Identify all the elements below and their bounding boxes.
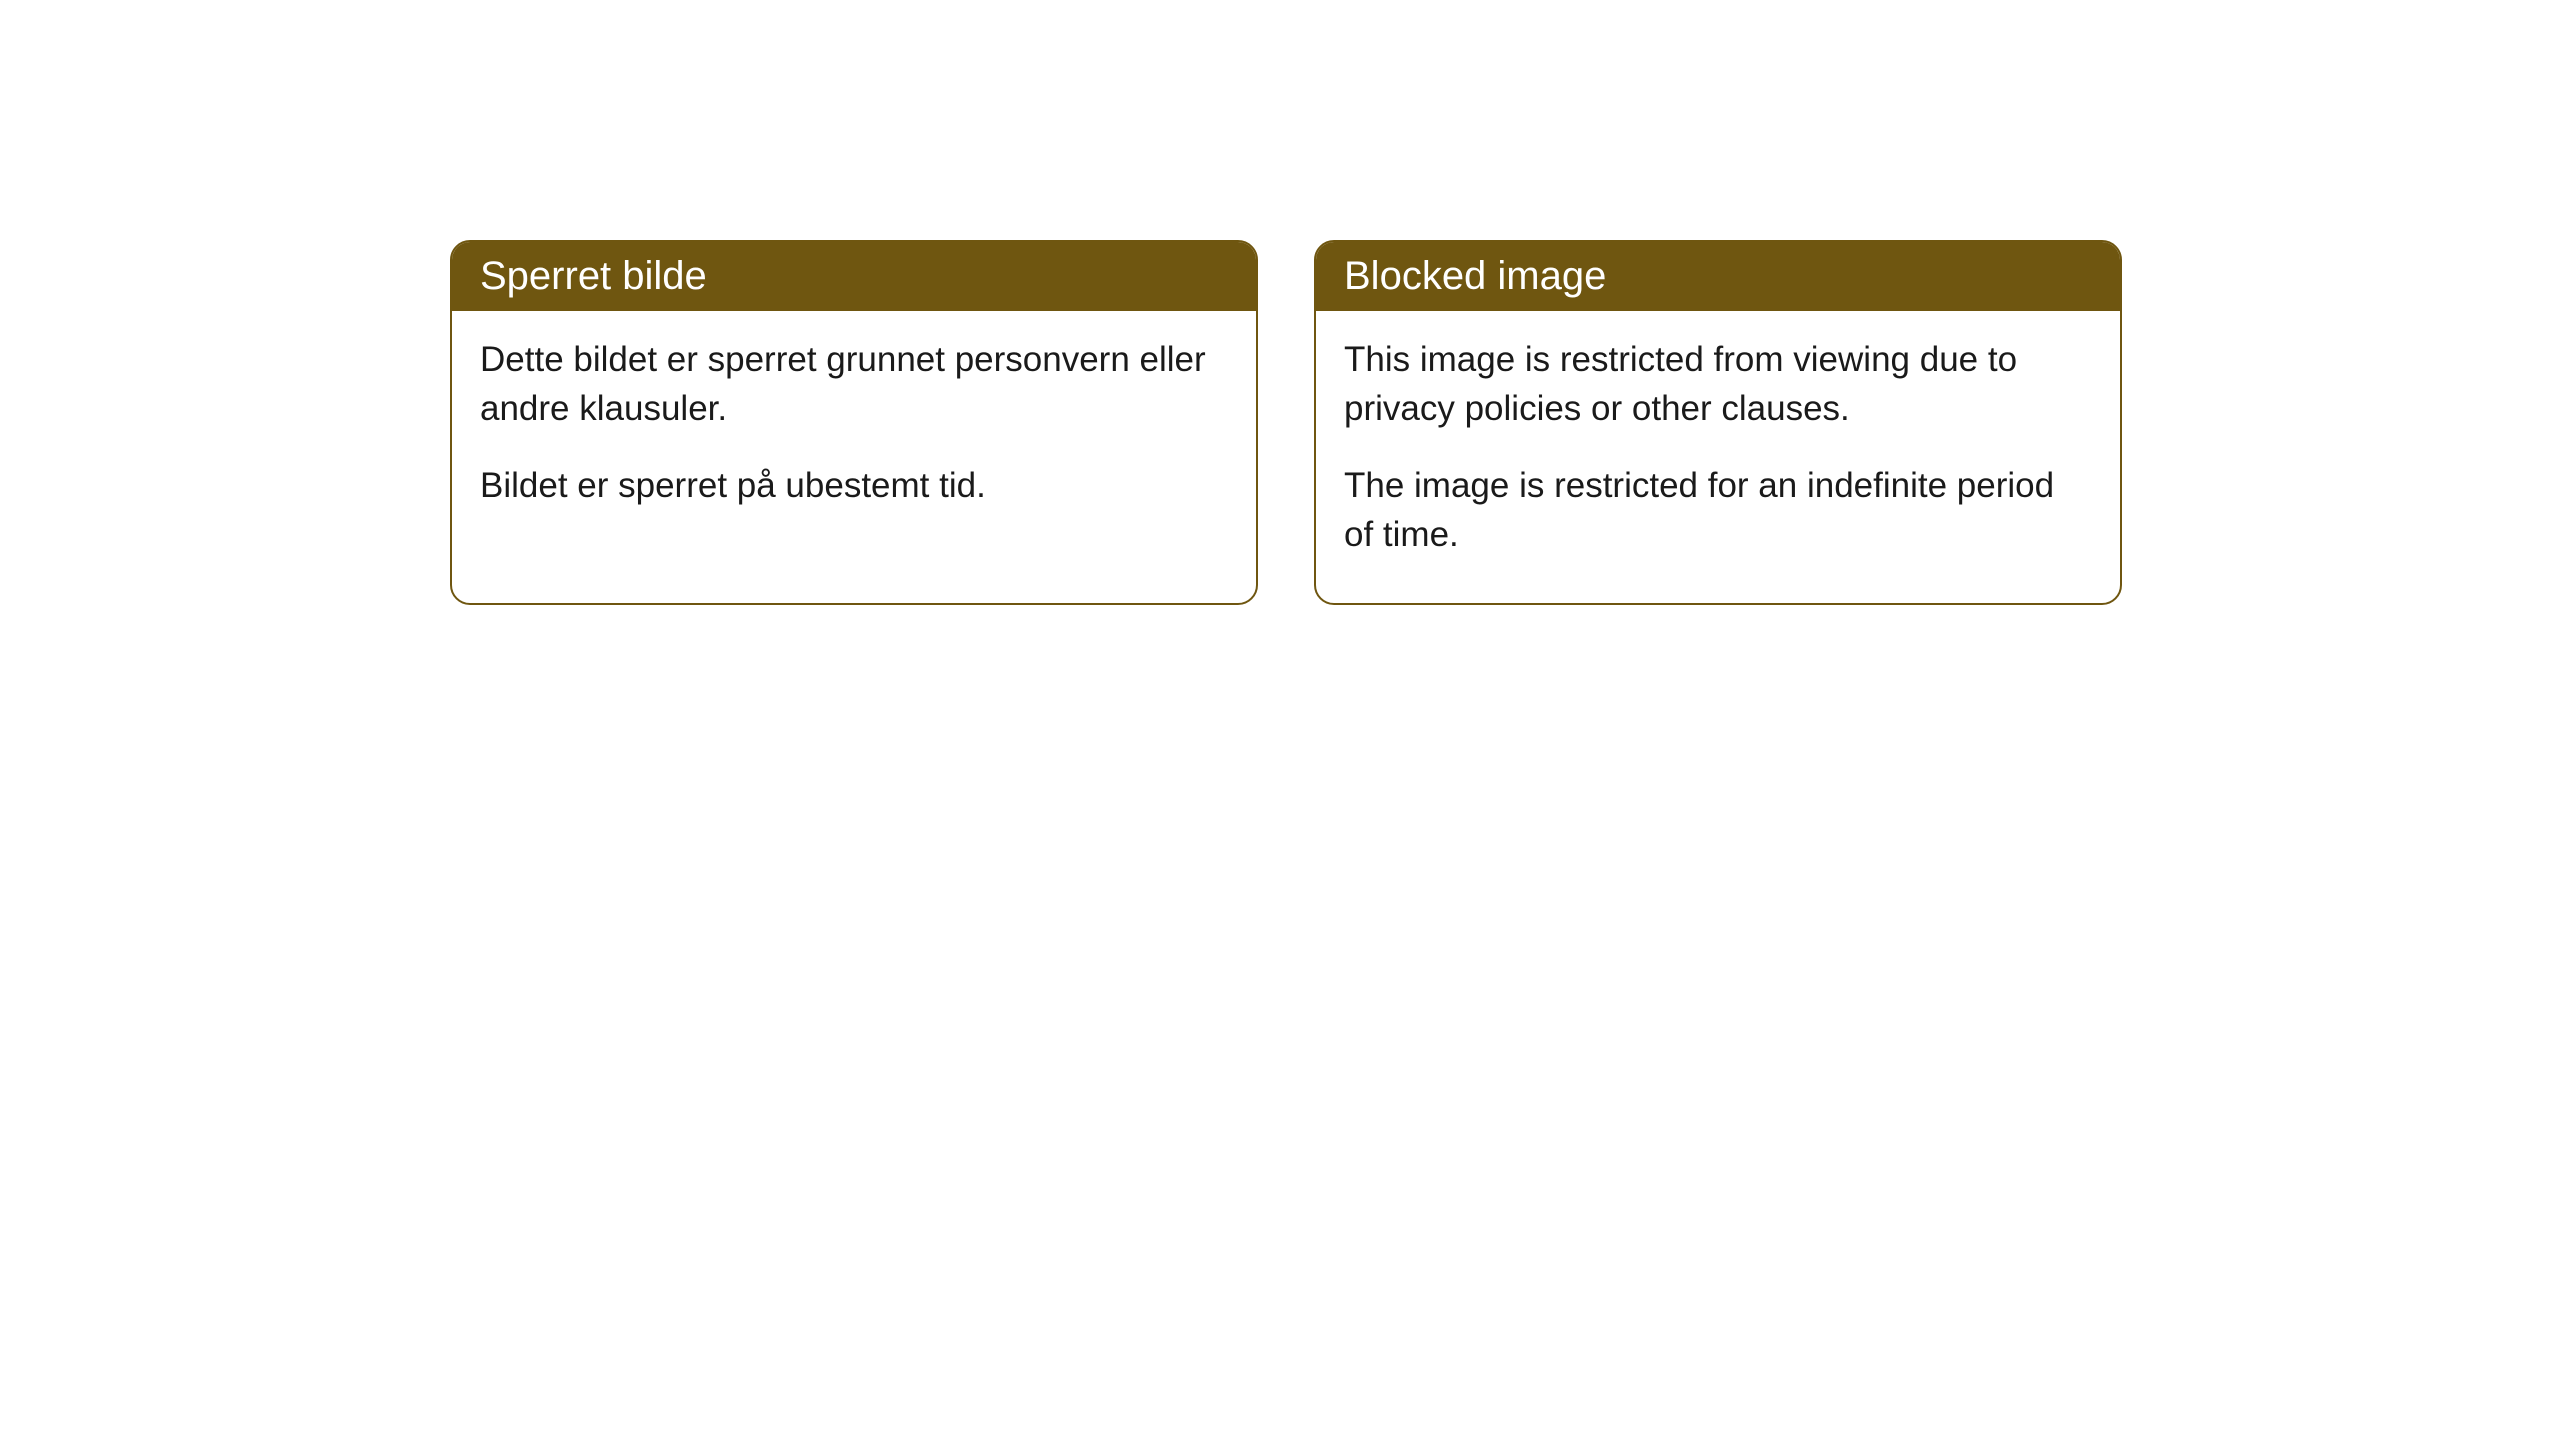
card-title: Sperret bilde	[480, 254, 707, 298]
card-body: This image is restricted from viewing du…	[1316, 311, 2120, 603]
card-title: Blocked image	[1344, 254, 1606, 298]
card-body: Dette bildet er sperret grunnet personve…	[452, 311, 1256, 554]
notice-cards-container: Sperret bilde Dette bildet er sperret gr…	[450, 240, 2560, 605]
notice-card-english: Blocked image This image is restricted f…	[1314, 240, 2122, 605]
card-paragraph: Dette bildet er sperret grunnet personve…	[480, 335, 1228, 433]
card-header: Sperret bilde	[452, 242, 1256, 311]
card-header: Blocked image	[1316, 242, 2120, 311]
card-paragraph: This image is restricted from viewing du…	[1344, 335, 2092, 433]
notice-card-norwegian: Sperret bilde Dette bildet er sperret gr…	[450, 240, 1258, 605]
card-paragraph: The image is restricted for an indefinit…	[1344, 461, 2092, 559]
card-paragraph: Bildet er sperret på ubestemt tid.	[480, 461, 1228, 510]
